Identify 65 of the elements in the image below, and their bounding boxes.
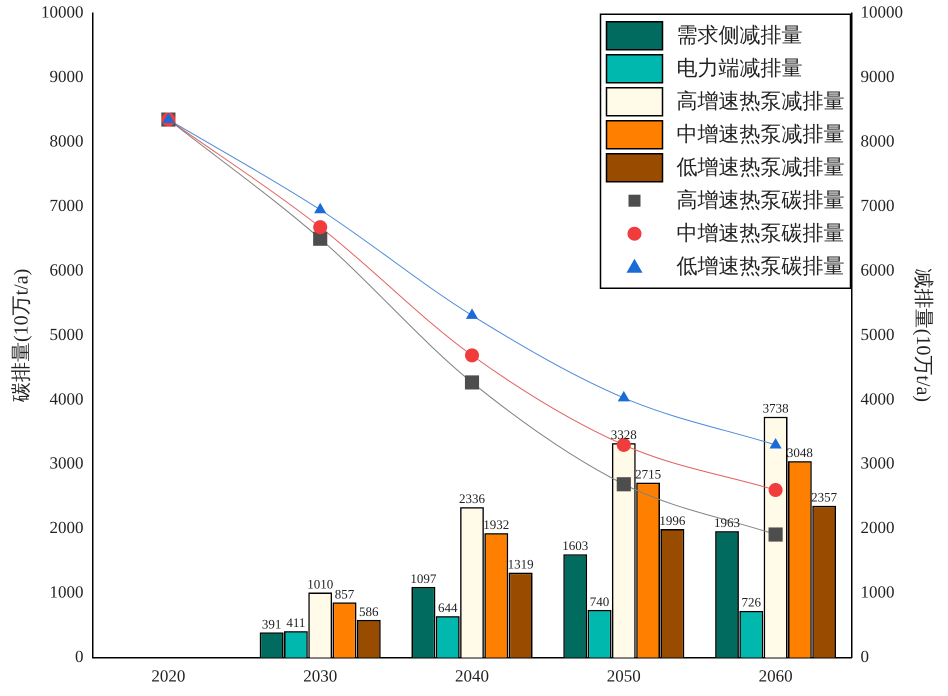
point [465, 348, 479, 362]
data-label: 391 [262, 616, 282, 632]
x-tick-label: 2020 [151, 666, 186, 686]
legend-label: 中增速热泵减排量 [676, 122, 844, 146]
y-tick-label: 5000 [50, 324, 84, 344]
y-axis-title: 碳排量(10万t/a) [10, 268, 32, 404]
point [313, 232, 328, 246]
data-label: 1603 [562, 538, 588, 554]
y2-axis-title: 减排量(10万t/a) [912, 268, 934, 402]
y2-tick-label: 0 [860, 647, 869, 666]
y2-tick-label: 10000 [860, 2, 903, 22]
y2-tick-label: 9000 [860, 67, 894, 86]
point [464, 375, 480, 390]
y2-tick-label: 8000 [860, 132, 894, 151]
data-label: 2336 [459, 490, 486, 506]
x-tick-label: 2040 [455, 666, 489, 686]
data-label: 2715 [635, 466, 662, 482]
y-tick-label: 9000 [50, 67, 84, 86]
data-label: 1963 [714, 515, 740, 530]
data-label: 3048 [786, 445, 813, 460]
data-label: 644 [438, 600, 458, 616]
y-tick-label: 3000 [50, 454, 84, 473]
y2-tick-label: 5000 [860, 324, 894, 344]
point [162, 112, 174, 124]
point [313, 220, 328, 234]
data-label: 857 [334, 586, 355, 602]
legend-label: 高增速热泵碳排量 [676, 188, 844, 212]
y2-tick-label: 1000 [860, 582, 894, 602]
y-tick-label: 2000 [50, 518, 84, 538]
y-tick-label: 1000 [50, 582, 84, 602]
legend-label: 高增速热泵减排量 [676, 89, 844, 114]
data-label: 740 [590, 594, 610, 609]
legend-label: 低增速热泵碳排量 [676, 254, 844, 278]
y-tick-label: 6000 [50, 260, 84, 280]
data-label: 1010 [307, 576, 334, 592]
data-label: 1319 [508, 556, 534, 572]
legend-label: 需求侧减排量 [676, 23, 802, 48]
x-tick-label: 2030 [303, 666, 338, 686]
y2-tick-label: 4000 [860, 389, 894, 408]
point [616, 477, 631, 492]
y-tick-label: 10000 [41, 2, 84, 22]
y2-tick-label: 3000 [860, 454, 894, 473]
point [768, 483, 783, 498]
data-label: 1996 [659, 512, 686, 528]
data-label: 1932 [483, 517, 510, 532]
data-label: 3328 [610, 427, 637, 442]
y-tick-label: 7000 [50, 196, 84, 215]
y-tick-label: 8000 [50, 132, 84, 151]
y2-tick-label: 7000 [860, 196, 894, 215]
data-label: 411 [286, 615, 306, 630]
data-label: 726 [742, 594, 762, 610]
legend-label: 电力端减排量 [676, 56, 802, 80]
data-label: 586 [359, 604, 380, 619]
legend-label: 中增速热泵碳排量 [676, 221, 844, 246]
point [768, 527, 783, 542]
y-tick-label: 4000 [50, 389, 84, 408]
x-tick-label: 2060 [758, 666, 793, 686]
legend-label: 低增速热泵减排量 [676, 155, 844, 180]
y-tick-label: 0 [75, 647, 84, 666]
y2-tick-label: 2000 [860, 518, 894, 538]
data-label: 3738 [762, 400, 789, 416]
y2-tick-label: 6000 [860, 260, 894, 280]
x-tick-label: 2050 [606, 666, 641, 686]
data-label: 2357 [811, 490, 838, 505]
data-label: 1097 [410, 570, 437, 586]
